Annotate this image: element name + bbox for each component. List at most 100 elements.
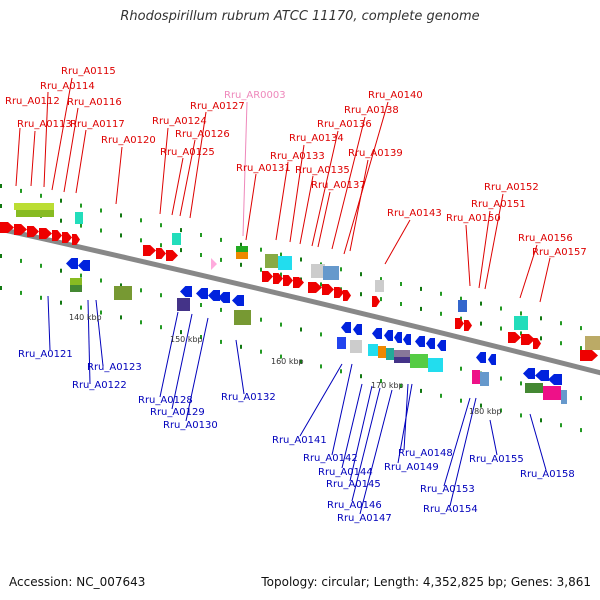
forward-gene-arrow[interactable] [283,275,293,286]
gene-label-rru-a0134[interactable]: Rru_A0134 [289,133,344,144]
gene-label-rru-a0147[interactable]: Rru_A0147 [337,513,392,524]
gene-label-rru-a0131[interactable]: Rru_A0131 [236,163,291,174]
gene-label-rru-a0124[interactable]: Rru_A0124 [152,116,207,127]
gene-feature-box[interactable] [172,233,181,245]
reverse-gene-arrow[interactable] [426,338,435,349]
gene-label-rru-a0144[interactable]: Rru_A0144 [318,467,373,478]
forward-gene-arrow[interactable] [27,226,39,237]
gene-label-rru-a0132[interactable]: Rru_A0132 [221,392,276,403]
gene-feature-box[interactable] [378,346,386,358]
forward-gene-arrow[interactable] [14,224,27,235]
gene-label-rru-a0127[interactable]: Rru_A0127 [190,101,245,112]
reverse-gene-arrow[interactable] [180,286,192,297]
gene-label-rru-a0143[interactable]: Rru_A0143 [387,208,442,219]
gene-label-rru-a0141[interactable]: Rru_A0141 [272,435,327,446]
gene-label-rru-a0130[interactable]: Rru_A0130 [163,420,218,431]
gene-feature-box[interactable] [394,357,410,363]
forward-gene-arrow[interactable] [580,350,598,361]
forward-gene-arrow[interactable] [343,290,351,301]
forward-gene-arrow[interactable] [322,284,334,295]
reverse-gene-arrow[interactable] [353,324,362,335]
gene-feature-box[interactable] [525,383,543,393]
forward-gene-arrow[interactable] [521,334,535,345]
gene-label-rru-a0114[interactable]: Rru_A0114 [40,81,95,92]
reverse-gene-arrow[interactable] [208,290,220,301]
forward-gene-arrow[interactable] [308,282,322,293]
gene-label-rru-a0113[interactable]: Rru_A0113 [17,119,72,130]
reverse-gene-arrow[interactable] [476,352,486,363]
reverse-gene-arrow[interactable] [535,370,549,381]
gene-feature-box[interactable] [323,266,339,280]
reverse-gene-arrow[interactable] [403,334,411,345]
gene-label-rru-a0128[interactable]: Rru_A0128 [138,395,193,406]
gene-feature-box[interactable] [350,340,362,353]
forward-gene-arrow[interactable] [334,287,344,298]
reverse-gene-arrow[interactable] [66,258,78,269]
gene-feature-box[interactable] [234,310,251,325]
gene-label-rru-a0152[interactable]: Rru_A0152 [484,182,539,193]
gene-feature-box[interactable] [394,350,410,357]
reverse-gene-arrow[interactable] [232,295,244,306]
gene-label-rru-a0157[interactable]: Rru_A0157 [532,247,587,258]
gene-label-rru-a0129[interactable]: Rru_A0129 [150,407,205,418]
gene-feature-box[interactable] [236,252,248,259]
gene-feature-box[interactable] [585,336,600,350]
forward-gene-arrow[interactable] [166,250,178,261]
gene-label-rru-a0123[interactable]: Rru_A0123 [87,362,142,373]
forward-gene-arrow[interactable] [72,234,80,245]
forward-gene-arrow[interactable] [143,245,156,256]
gene-feature-box[interactable] [14,203,54,210]
forward-gene-arrow[interactable] [508,332,521,343]
gene-feature-box[interactable] [311,264,325,278]
gene-label-rru-a0112[interactable]: Rru_A0112 [5,96,60,107]
gene-label-rru-a0115[interactable]: Rru_A0115 [61,66,116,77]
gene-feature-box[interactable] [480,372,489,386]
gene-label-rru-a0121[interactable]: Rru_A0121 [18,349,73,360]
reverse-gene-arrow[interactable] [384,330,393,341]
gene-feature-box[interactable] [472,370,480,384]
gene-label-rru-a0140[interactable]: Rru_A0140 [368,90,423,101]
forward-gene-arrow[interactable] [464,320,472,331]
forward-gene-arrow[interactable] [533,338,541,349]
gene-feature-box[interactable] [236,246,248,252]
forward-gene-arrow[interactable] [62,232,72,243]
gene-feature-box[interactable] [561,390,567,404]
gene-feature-box[interactable] [337,337,346,349]
forward-gene-arrow[interactable] [273,273,283,284]
gene-label-rru-a0146[interactable]: Rru_A0146 [327,500,382,511]
gene-label-rru-a0133[interactable]: Rru_A0133 [270,151,325,162]
gene-label-rru-a0137[interactable]: Rru_A0137 [311,180,366,191]
gene-label-rru-a0125[interactable]: Rru_A0125 [160,147,215,158]
gene-feature-box[interactable] [70,285,82,292]
forward-gene-arrow[interactable] [455,318,464,329]
forward-gene-arrow[interactable] [372,296,380,307]
gene-label-rru-a0117[interactable]: Rru_A0117 [70,119,125,130]
gene-label-rru-a0156[interactable]: Rru_A0156 [518,233,573,244]
gene-feature-box[interactable] [410,354,428,368]
gene-feature-box[interactable] [514,316,528,330]
gene-label-rru-a0158[interactable]: Rru_A0158 [520,469,575,480]
gene-label-rru-a0149[interactable]: Rru_A0149 [384,462,439,473]
reverse-gene-arrow[interactable] [548,374,562,385]
gene-label-rru-a0155[interactable]: Rru_A0155 [469,454,524,465]
forward-gene-arrow[interactable] [293,277,304,288]
gene-label-rru-a0139[interactable]: Rru_A0139 [348,148,403,159]
forward-gene-arrow[interactable] [0,222,14,233]
gene-feature-box[interactable] [114,286,132,300]
forward-gene-arrow[interactable] [52,230,62,241]
reverse-gene-arrow[interactable] [341,322,351,333]
gene-label-rru-a0136[interactable]: Rru_A0136 [317,119,372,130]
reverse-gene-arrow[interactable] [437,340,446,351]
reverse-gene-arrow[interactable] [372,328,382,339]
reverse-gene-arrow[interactable] [196,288,208,299]
gene-feature-box[interactable] [386,348,394,360]
gene-feature-box[interactable] [75,212,83,224]
gene-feature-box[interactable] [428,358,443,372]
gene-label-rru-a0142[interactable]: Rru_A0142 [303,453,358,464]
gene-label-rru-a0145[interactable]: Rru_A0145 [326,479,381,490]
gene-label-rru-a0150[interactable]: Rru_A0150 [446,213,501,224]
gene-feature-box[interactable] [265,254,278,268]
gene-label-rru-a0138[interactable]: Rru_A0138 [344,105,399,116]
forward-gene-arrow[interactable] [262,271,273,282]
gene-label-rru-a0154[interactable]: Rru_A0154 [423,504,478,515]
